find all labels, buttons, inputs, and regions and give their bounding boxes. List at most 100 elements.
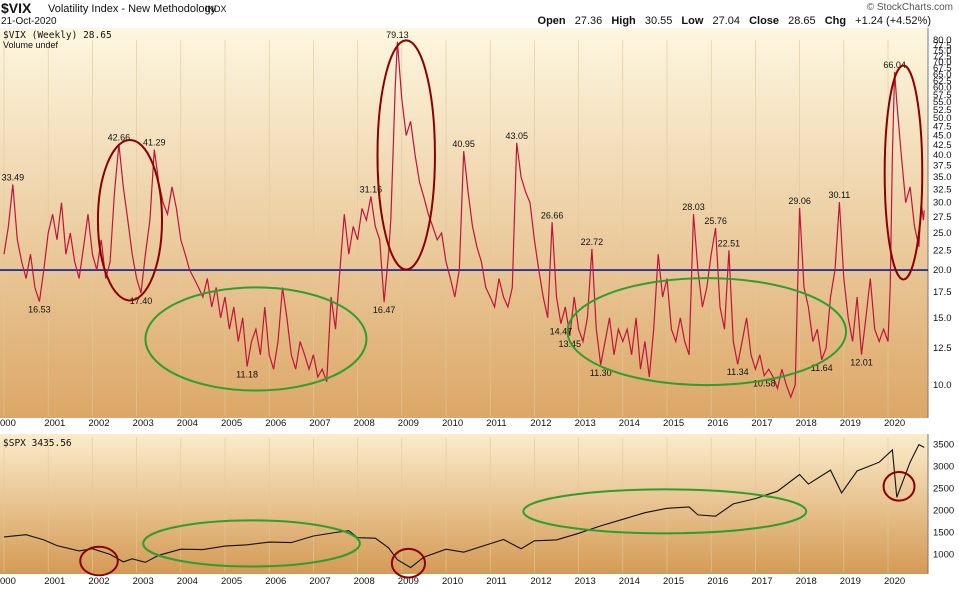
vix-y-tick-label: 52.5 [933,105,952,116]
spx-x-tick-label: 2004 [177,576,198,587]
spx-x-tick-label: 2017 [751,576,772,587]
chart-date: 21-Oct-2020 [1,16,57,27]
vix-peak-label: 11.18 [236,370,258,380]
vix-x-tick-label: 2018 [796,418,817,429]
vix-x-tick-label: 2005 [221,418,242,429]
vix-x-tick-label: 2020 [884,418,905,429]
vix-x-tick-label: 2009 [398,418,419,429]
vix-series-line [3,41,925,399]
vix-y-tick-label: 10.0 [933,380,952,391]
vix-y-tick-label: 35.0 [933,172,952,183]
vix-peak-label: 14.47 [550,327,573,337]
instrument-name: Volatility Index - New Methodology [48,3,217,15]
spx-x-tick-label: 2010 [442,576,463,587]
exchange: INDX [205,4,227,14]
vix-y-tick-label: 20.0 [933,265,952,276]
vix-x-tick-label: 2008 [354,418,375,429]
vix-peak-label: 13.45 [558,339,581,349]
vix-x-tick-label: 000 [0,418,16,429]
spx-x-tick-label: 2006 [265,576,286,587]
low-label: Low [681,15,704,27]
vix-annotation-red-ellipse [96,138,164,302]
spx-x-tick-label: 2019 [840,576,861,587]
vix-peak-label: 29.06 [788,196,811,206]
open-label: Open [537,15,566,27]
vix-peak-label: 41.29 [143,138,166,148]
vix-peak-label: 11.30 [590,368,612,378]
spx-x-tick-label: 2009 [398,576,419,587]
vix-x-tick-label: 2017 [751,418,772,429]
vix-x-tick-label: 2013 [575,418,596,429]
vix-y-tick-label: 80.0 [933,35,952,46]
vix-annotation-red-ellipse [376,39,436,271]
vix-x-tick-label: 2001 [44,418,65,429]
spx-x-tick-label: 2015 [663,576,684,587]
vix-peak-label: 26.66 [541,210,564,220]
spx-x-tick-label: 2007 [309,576,330,587]
vix-x-tick-label: 2014 [619,418,640,429]
chart-header: $VIX Volatility Index - New Methodology … [0,0,959,28]
spx-y-tick-label: 3000 [933,462,954,473]
vix-peak-label: 22.72 [581,237,604,247]
spx-series-line [3,443,925,569]
vix-y-tick-label: 60.0 [933,83,952,94]
spx-x-tick-label: 2012 [530,576,551,587]
vix-y-tick-label: 62.5 [933,76,952,87]
vix-y-tick-label: 22.5 [933,245,952,256]
vix-y-tick-label: 70.0 [933,57,952,68]
spx-y-tick-label: 3500 [933,440,954,451]
vix-peak-label: 30.11 [828,190,850,200]
spx-grid: 000 2001 2002 2003 2004 2005 2006 2007 2008 2009 2… [0,438,954,587]
ohlc-readout: Open 27.36 High 30.55 Low 27.04 Close 28… [538,15,931,27]
spx-annotation-red-ellipse [79,545,119,577]
vix-x-tick-label: 2010 [442,418,463,429]
brand-watermark: © StockCharts.com [866,2,953,13]
vix-peak-label: 12.01 [850,358,873,368]
vix-legend: $VIX (Weekly) 28.65 [3,30,112,41]
spx-x-tick-label: 2014 [619,576,640,587]
vix-peak-label: 16.47 [373,305,396,315]
spx-annotation-green-ellipse [142,519,361,568]
vix-y-tick-label: 17.5 [933,287,952,298]
spx-legend: $SPX 3435.56 [3,438,72,449]
vix-y-tick-label: 15.0 [933,313,952,324]
vix-annotation-green-ellipse [144,286,368,392]
vix-peak-label: 66.04 [883,60,906,70]
vix-x-tick-label: 2019 [840,418,861,429]
vix-y-tick-label: 27.5 [933,212,952,223]
close-value: 28.65 [788,15,816,27]
vix-y-tick-label: 72.5 [933,51,952,62]
spx-annotation-green-ellipse [522,488,808,535]
vix-peak-label: 10.58 [753,379,776,389]
vix-peak-label: 11.64 [811,363,833,373]
vix-annotation-red-ellipse [883,64,924,281]
vix-peak-label: 43.05 [505,131,528,141]
symbol: $VIX [1,0,32,16]
close-label: Close [749,15,780,27]
vix-series-layer: 33.49 16.53 42.66 41.29 17.40 11.18 31.16 16.47… [0,30,928,399]
spx-y-tick-label: 2000 [933,505,954,516]
vix-peak-label: 11.34 [727,367,749,377]
vix-y-tick-label: 50.0 [933,113,952,124]
vix-peak-label: 25.76 [704,216,727,226]
vix-x-tick-label: 2006 [265,418,286,429]
vix-y-tick-label: 45.0 [933,130,952,141]
vix-x-tick-label: 2002 [88,418,109,429]
spx-x-tick-label: 2018 [796,576,817,587]
vix-y-tick-label: 65.0 [933,69,952,80]
vix-y-tick-label: 32.5 [933,184,952,195]
vix-y-tick-label: 25.0 [933,228,952,239]
spx-x-tick-label: 000 [0,576,16,587]
spx-x-tick-label: 2001 [44,576,65,587]
vix-volume-legend: Volume undef [3,40,59,50]
spx-x-tick-label: 2013 [575,576,596,587]
vix-annotation-green-ellipse [566,277,848,387]
vix-peak-label: 22.51 [718,238,741,248]
spx-annotation-red-ellipse [882,471,916,502]
spx-x-tick-label: 2008 [354,576,375,587]
vix-y-tick-label: 40.0 [933,150,952,161]
spx-y-tick-label: 1000 [933,549,954,560]
vix-x-tick-label: 2003 [133,418,154,429]
high-value: 30.55 [644,15,673,27]
